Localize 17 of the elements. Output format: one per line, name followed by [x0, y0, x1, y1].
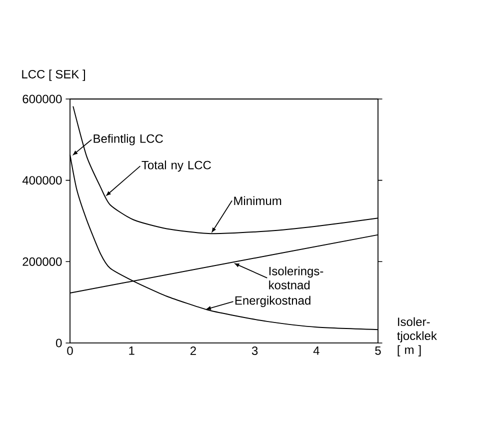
y-axis-title: LCC [ SEK ] — [22, 70, 85, 81]
annotation: Total ny LCC — [142, 160, 211, 172]
x-tick-label: 2 — [190, 346, 196, 355]
x-tick-label: 1 — [129, 346, 134, 355]
y-tick-label: 600000 — [22, 94, 62, 104]
x-axis-title: Isoler-tjocklek [ m ] — [397, 317, 437, 356]
x-tick-label: 5 — [375, 346, 381, 355]
y-tick-label: 200000 — [22, 257, 62, 266]
y-tick-label: 0 — [56, 338, 62, 348]
y-tick-label: 400000 — [22, 176, 62, 185]
annotation: Minimum — [234, 196, 282, 206]
annotation: Energikostnad — [235, 296, 310, 308]
annotation: Befintlig LCC — [94, 134, 163, 146]
annotation: Isolerings-kostnad — [269, 266, 324, 290]
x-tick-label: 0 — [67, 346, 73, 356]
x-tick-label: 4 — [313, 346, 320, 355]
x-tick-label: 3 — [252, 346, 258, 356]
